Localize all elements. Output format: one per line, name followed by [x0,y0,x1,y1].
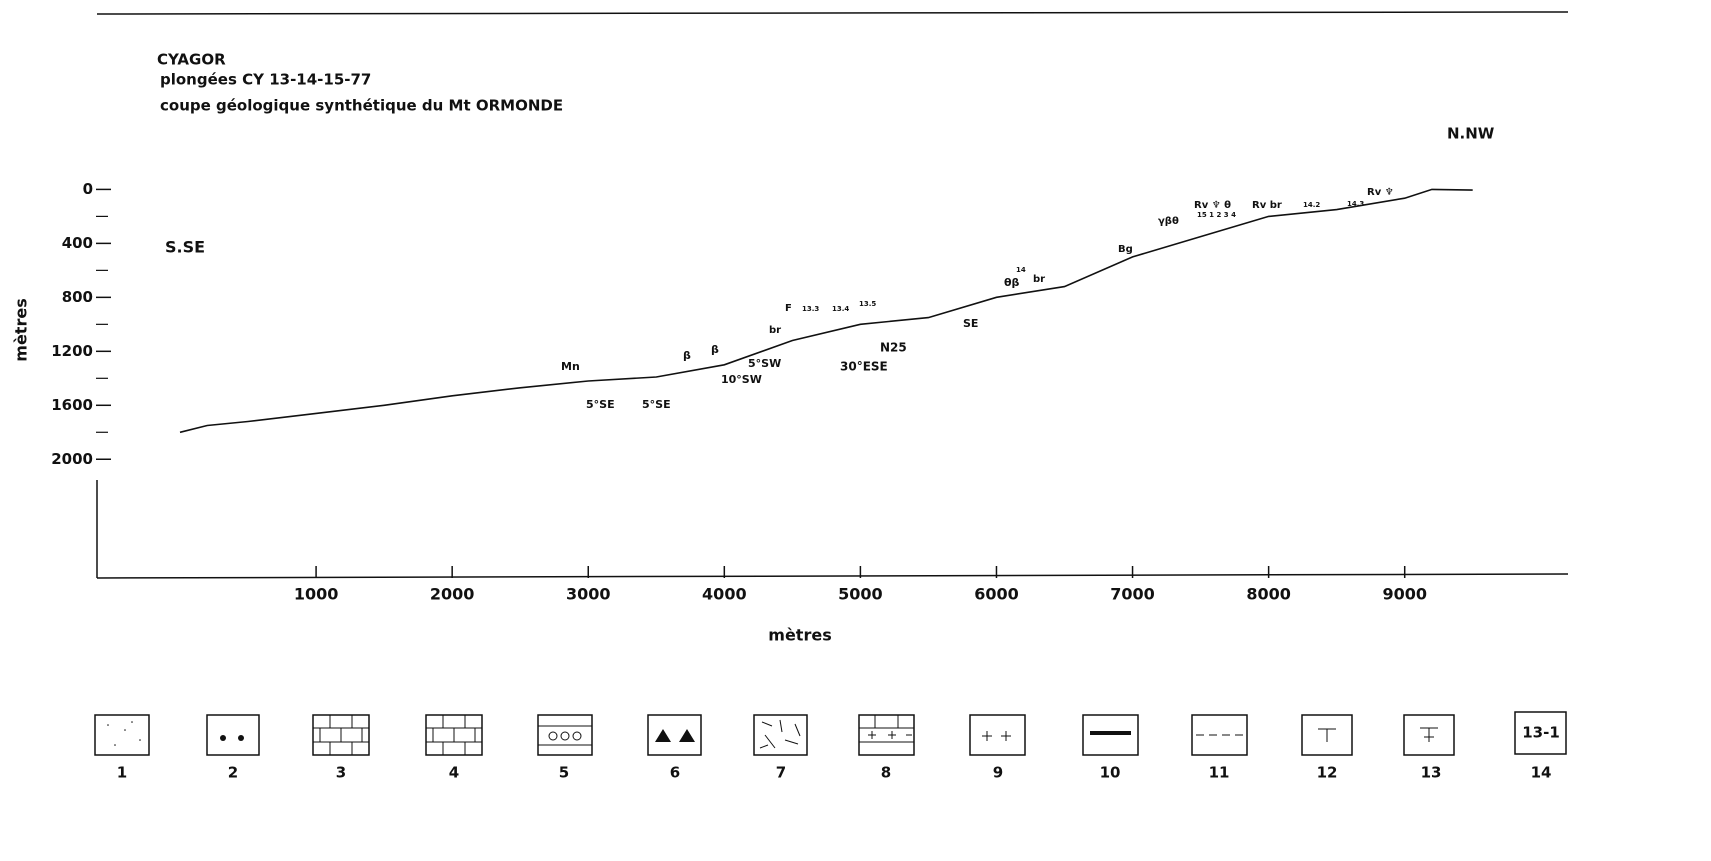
legend-label: 12 [1317,764,1338,782]
annotation: 14.2 [1303,201,1320,209]
x-tick-label: 8000 [1246,585,1291,604]
annotation: 30°ESE [840,360,888,374]
annotation: Bg [1118,244,1133,255]
annotation: F [785,303,792,314]
frame-top [96,11,1569,15]
annotation: 5°SE [642,398,671,411]
legend-label: 3 [336,764,346,782]
annotation: 13.3 [802,305,819,313]
legend-label: 2 [228,764,238,782]
legend: 13-1 [94,711,1567,756]
legend-label: 13 [1421,764,1442,782]
annotation: β [683,349,691,362]
x-tick-label: 2000 [430,585,475,604]
annotation: 15 1 2 3 4 [1197,211,1236,219]
legend-label: 9 [993,764,1003,782]
x-tick-label: 1000 [294,585,339,604]
legend-label: 6 [670,764,680,782]
annotation: 5°SE [586,398,615,411]
y-tick-label: 1200 [51,342,93,360]
legend-label: 10 [1100,764,1121,782]
legend-box-text: 13-1 [1522,724,1560,742]
annotation: 14 [1016,266,1026,274]
legend-label: 8 [881,764,891,782]
annotation: β [711,343,719,356]
profile-line [179,188,1473,434]
x-tick-label: 3000 [566,585,611,604]
legend-pattern [94,711,1567,756]
legend-label: 11 [1209,764,1230,782]
annotation: br [769,325,781,336]
annotation: 13.5 [859,300,876,308]
annotation: N25 [880,341,907,355]
annotation: θβ [1004,276,1020,289]
legend-label: 1 [117,764,127,782]
x-tick-label: 4000 [702,585,747,604]
chart-subtitle: plongées CY 13-14-15-77 [160,71,371,89]
annotation: 5°SW [748,357,781,370]
y-tick-label: 2000 [51,450,93,468]
chart-subtitle: coupe géologique synthétique du Mt ORMON… [160,97,563,115]
legend-label: 7 [776,764,786,782]
y-tick-label: 1600 [51,396,93,414]
annotation: SE [963,317,978,330]
chart-title: CYAGOR [157,51,226,69]
annotation: S.SE [165,238,205,257]
annotation: 10°SW [721,373,762,386]
annotation: Rv br [1252,200,1282,211]
annotation: 13.4 [832,305,849,313]
y-tick-label: 800 [62,288,93,306]
x-axis-label: mètres [768,626,831,645]
x-tick-label: 9000 [1382,585,1427,604]
annotation: br [1033,274,1045,285]
y-tick-label: 400 [62,234,93,252]
annotation: Rv ♆ θ [1194,200,1231,211]
annotation: N.NW [1447,125,1495,143]
y-axis-label: mètres [12,298,31,361]
x-tick-label: 7000 [1110,585,1155,604]
annotation: Rv ♆ [1367,187,1394,198]
legend-label: 5 [559,764,569,782]
legend-label: 14 [1531,764,1552,782]
annotation: Mn [561,360,580,373]
x-axis [96,573,1569,579]
x-tick-label: 6000 [974,585,1019,604]
annotation: γβθ [1158,216,1179,227]
y-tick-label: 0 [83,180,93,198]
x-tick-label: 5000 [838,585,883,604]
annotation: 14.3 [1347,200,1364,208]
legend-label: 4 [449,764,459,782]
